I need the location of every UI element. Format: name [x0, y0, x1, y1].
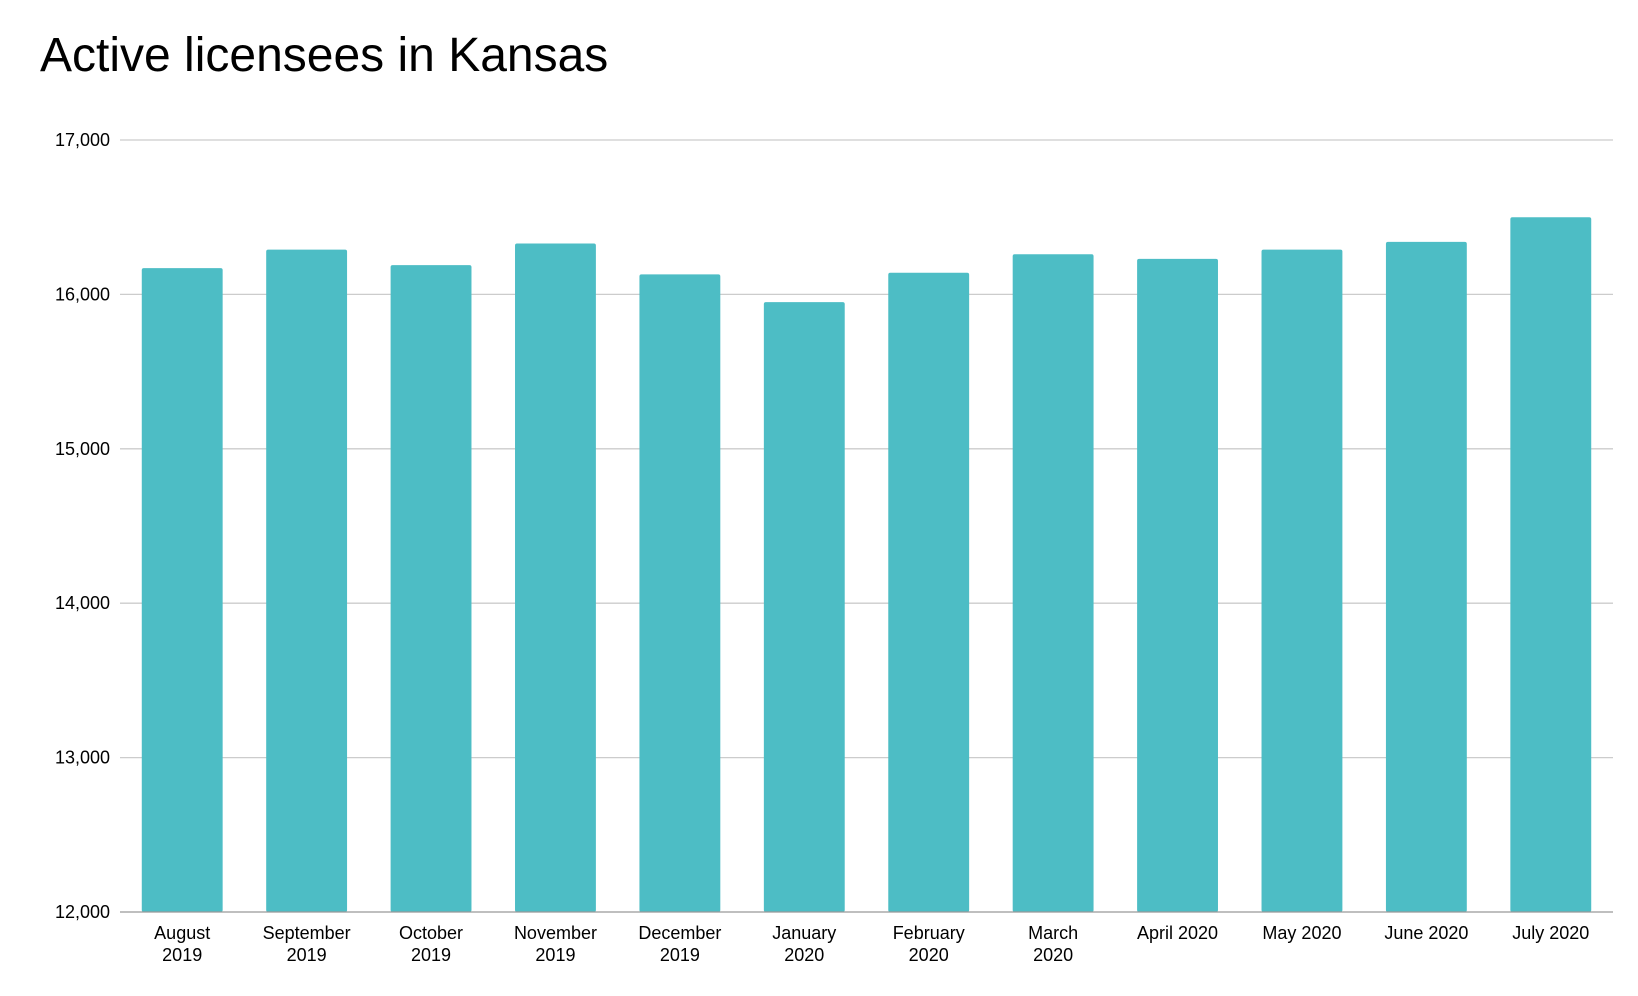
x-tick-label-line: June 2020: [1384, 923, 1468, 943]
x-tick-label: June 2020: [1384, 923, 1468, 943]
x-tick-label: November 2019: [514, 923, 597, 965]
bar: [1510, 217, 1592, 912]
bar: [141, 268, 223, 913]
y-tick-label: 14,000: [55, 593, 110, 613]
x-tick-label-line: October: [399, 923, 463, 943]
x-tick-label-line: January: [772, 923, 836, 943]
x-tick-label: September 2019: [263, 923, 351, 965]
bar: [515, 243, 596, 912]
x-tick-label: May 2020: [1262, 923, 1341, 943]
chart-title: Active licensees in Kansas: [40, 29, 609, 82]
y-axis-tick-labels: 12,000 13,000 14,000 15,000 16,000 17,000: [55, 130, 110, 922]
x-tick-label-line: February: [893, 923, 965, 943]
x-tick-label-line: 2019: [287, 945, 327, 965]
y-tick-label: 15,000: [55, 439, 110, 459]
y-tick-label: 13,000: [55, 748, 110, 768]
x-tick-label: March 2020: [1028, 923, 1078, 965]
y-tick-label: 12,000: [55, 902, 110, 922]
x-tick-label-line: 2019: [660, 945, 700, 965]
bar: [1385, 241, 1467, 913]
x-tick-label: February 2020: [893, 923, 965, 965]
x-tick-label-line: 2019: [162, 945, 202, 965]
y-tick-label: 16,000: [55, 284, 110, 304]
x-tick-label-line: 2020: [909, 945, 949, 965]
x-tick-label-line: 2020: [1033, 945, 1073, 965]
bar: [1261, 249, 1343, 912]
x-tick-label-line: April 2020: [1137, 923, 1218, 943]
bar: [763, 302, 845, 912]
x-tick-label-line: March: [1028, 923, 1078, 943]
x-tick-label-line: September: [263, 923, 351, 943]
x-tick-label: December 2019: [638, 923, 721, 965]
bar: [1012, 254, 1094, 913]
bar: [1137, 258, 1218, 912]
bar: [888, 272, 970, 912]
gridlines: [120, 139, 1613, 759]
x-tick-label-line: May 2020: [1262, 923, 1341, 943]
y-tick-label: 17,000: [55, 130, 110, 150]
x-tick-label-line: 2019: [535, 945, 575, 965]
x-tick-label-line: August: [154, 923, 210, 943]
x-tick-label-line: December: [638, 923, 721, 943]
x-tick-label: April 2020: [1137, 923, 1218, 943]
x-tick-label-line: 2019: [411, 945, 451, 965]
x-tick-label: January 2020: [772, 923, 836, 965]
bar: [639, 274, 721, 912]
x-tick-label-line: 2020: [784, 945, 824, 965]
bar: [266, 249, 348, 912]
x-tick-label-line: November: [514, 923, 597, 943]
x-tick-label: August 2019: [154, 923, 210, 965]
x-tick-label-line: July 2020: [1512, 923, 1589, 943]
x-tick-label: October 2019: [399, 923, 463, 965]
x-tick-label: July 2020: [1512, 923, 1589, 943]
bars: [141, 217, 1592, 913]
bar: [390, 265, 472, 913]
